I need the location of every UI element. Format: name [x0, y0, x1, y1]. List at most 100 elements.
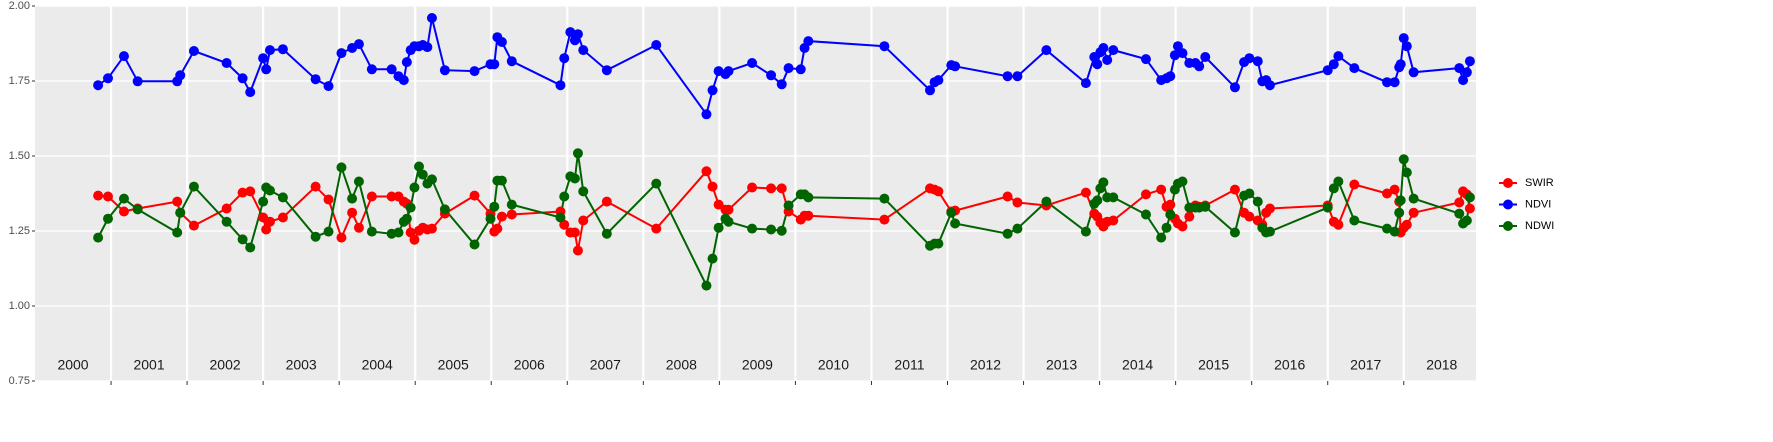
data-point [245, 242, 256, 253]
year-label: 2012 [970, 357, 1001, 373]
year-label: 2010 [818, 357, 849, 373]
y-tick-label: 0.75 [9, 375, 30, 387]
legend-label: SWIR [1525, 177, 1554, 189]
year-label: 2015 [1198, 357, 1229, 373]
data-point [506, 199, 517, 210]
data-point [353, 176, 364, 187]
data-point [221, 216, 232, 227]
data-point [1349, 179, 1360, 190]
data-point [426, 13, 437, 23]
data-point [366, 64, 377, 75]
data-point [506, 56, 517, 67]
data-point [492, 223, 503, 234]
data-point [1002, 191, 1013, 202]
data-point [439, 204, 450, 215]
data-point [569, 227, 580, 238]
data-point [1098, 43, 1109, 53]
data-point [1458, 75, 1469, 86]
data-point [569, 173, 580, 184]
data-point [707, 85, 718, 96]
data-point [188, 46, 199, 56]
data-point [1194, 61, 1205, 72]
data-point [1333, 51, 1344, 62]
data-point [277, 44, 288, 55]
data-point [1398, 33, 1409, 44]
data-point [950, 218, 961, 229]
data-point [118, 193, 129, 204]
data-point [747, 58, 758, 68]
data-point [393, 227, 404, 238]
data-point [879, 214, 890, 225]
data-point [489, 59, 500, 70]
data-point [1108, 192, 1119, 203]
data-point [469, 66, 480, 77]
data-point [578, 186, 589, 197]
year-label: 2006 [514, 357, 545, 373]
data-point [172, 196, 183, 207]
data-point [776, 225, 787, 236]
data-point [469, 190, 480, 201]
data-point [572, 245, 583, 256]
data-point [1252, 196, 1263, 207]
data-point [1177, 221, 1188, 232]
data-point [925, 85, 936, 96]
data-point [1140, 54, 1151, 65]
data-point [578, 215, 589, 226]
year-label: 2002 [210, 357, 241, 373]
data-point [353, 222, 364, 233]
data-point [366, 191, 377, 202]
data-point [422, 42, 433, 53]
year-label: 2011 [894, 357, 924, 373]
data-point [933, 75, 944, 86]
data-point [1398, 154, 1409, 165]
data-point [1098, 177, 1109, 188]
data-point [1464, 203, 1475, 214]
data-point [1012, 223, 1023, 234]
data-point [747, 223, 758, 234]
data-point [366, 226, 377, 237]
data-point [651, 40, 662, 50]
data-point [1264, 80, 1275, 91]
data-point [310, 181, 321, 192]
data-point [323, 194, 334, 205]
data-point [1382, 223, 1393, 234]
data-point [93, 80, 104, 91]
data-point [1108, 45, 1119, 56]
data-point [1002, 228, 1013, 239]
data-point [783, 63, 794, 74]
data-point [261, 64, 272, 75]
data-point [1012, 197, 1023, 208]
data-point [237, 234, 248, 245]
data-point [1454, 197, 1465, 208]
data-point [601, 196, 612, 207]
data-point [879, 41, 890, 52]
y-tick-label: 1.75 [9, 75, 30, 87]
data-point [1389, 77, 1400, 88]
data-point [707, 181, 718, 192]
data-point [347, 193, 358, 204]
data-point [398, 75, 409, 86]
data-point [118, 51, 129, 62]
data-point [601, 65, 612, 76]
data-point [245, 186, 256, 197]
legend-label: NDVI [1525, 198, 1551, 210]
data-point [713, 199, 724, 210]
data-point [776, 79, 787, 90]
data-point [1041, 45, 1052, 56]
data-point [1333, 176, 1344, 187]
data-point [1092, 59, 1103, 70]
data-point [172, 227, 183, 238]
data-point [277, 192, 288, 203]
data-point [353, 39, 364, 50]
data-point [1382, 188, 1393, 199]
data-point [336, 232, 347, 243]
data-point [496, 175, 507, 186]
data-point [795, 64, 806, 75]
data-point [601, 228, 612, 239]
data-point [426, 223, 437, 234]
data-point [933, 238, 944, 249]
data-point [803, 192, 814, 203]
data-point [783, 200, 794, 211]
data-point [323, 226, 334, 237]
